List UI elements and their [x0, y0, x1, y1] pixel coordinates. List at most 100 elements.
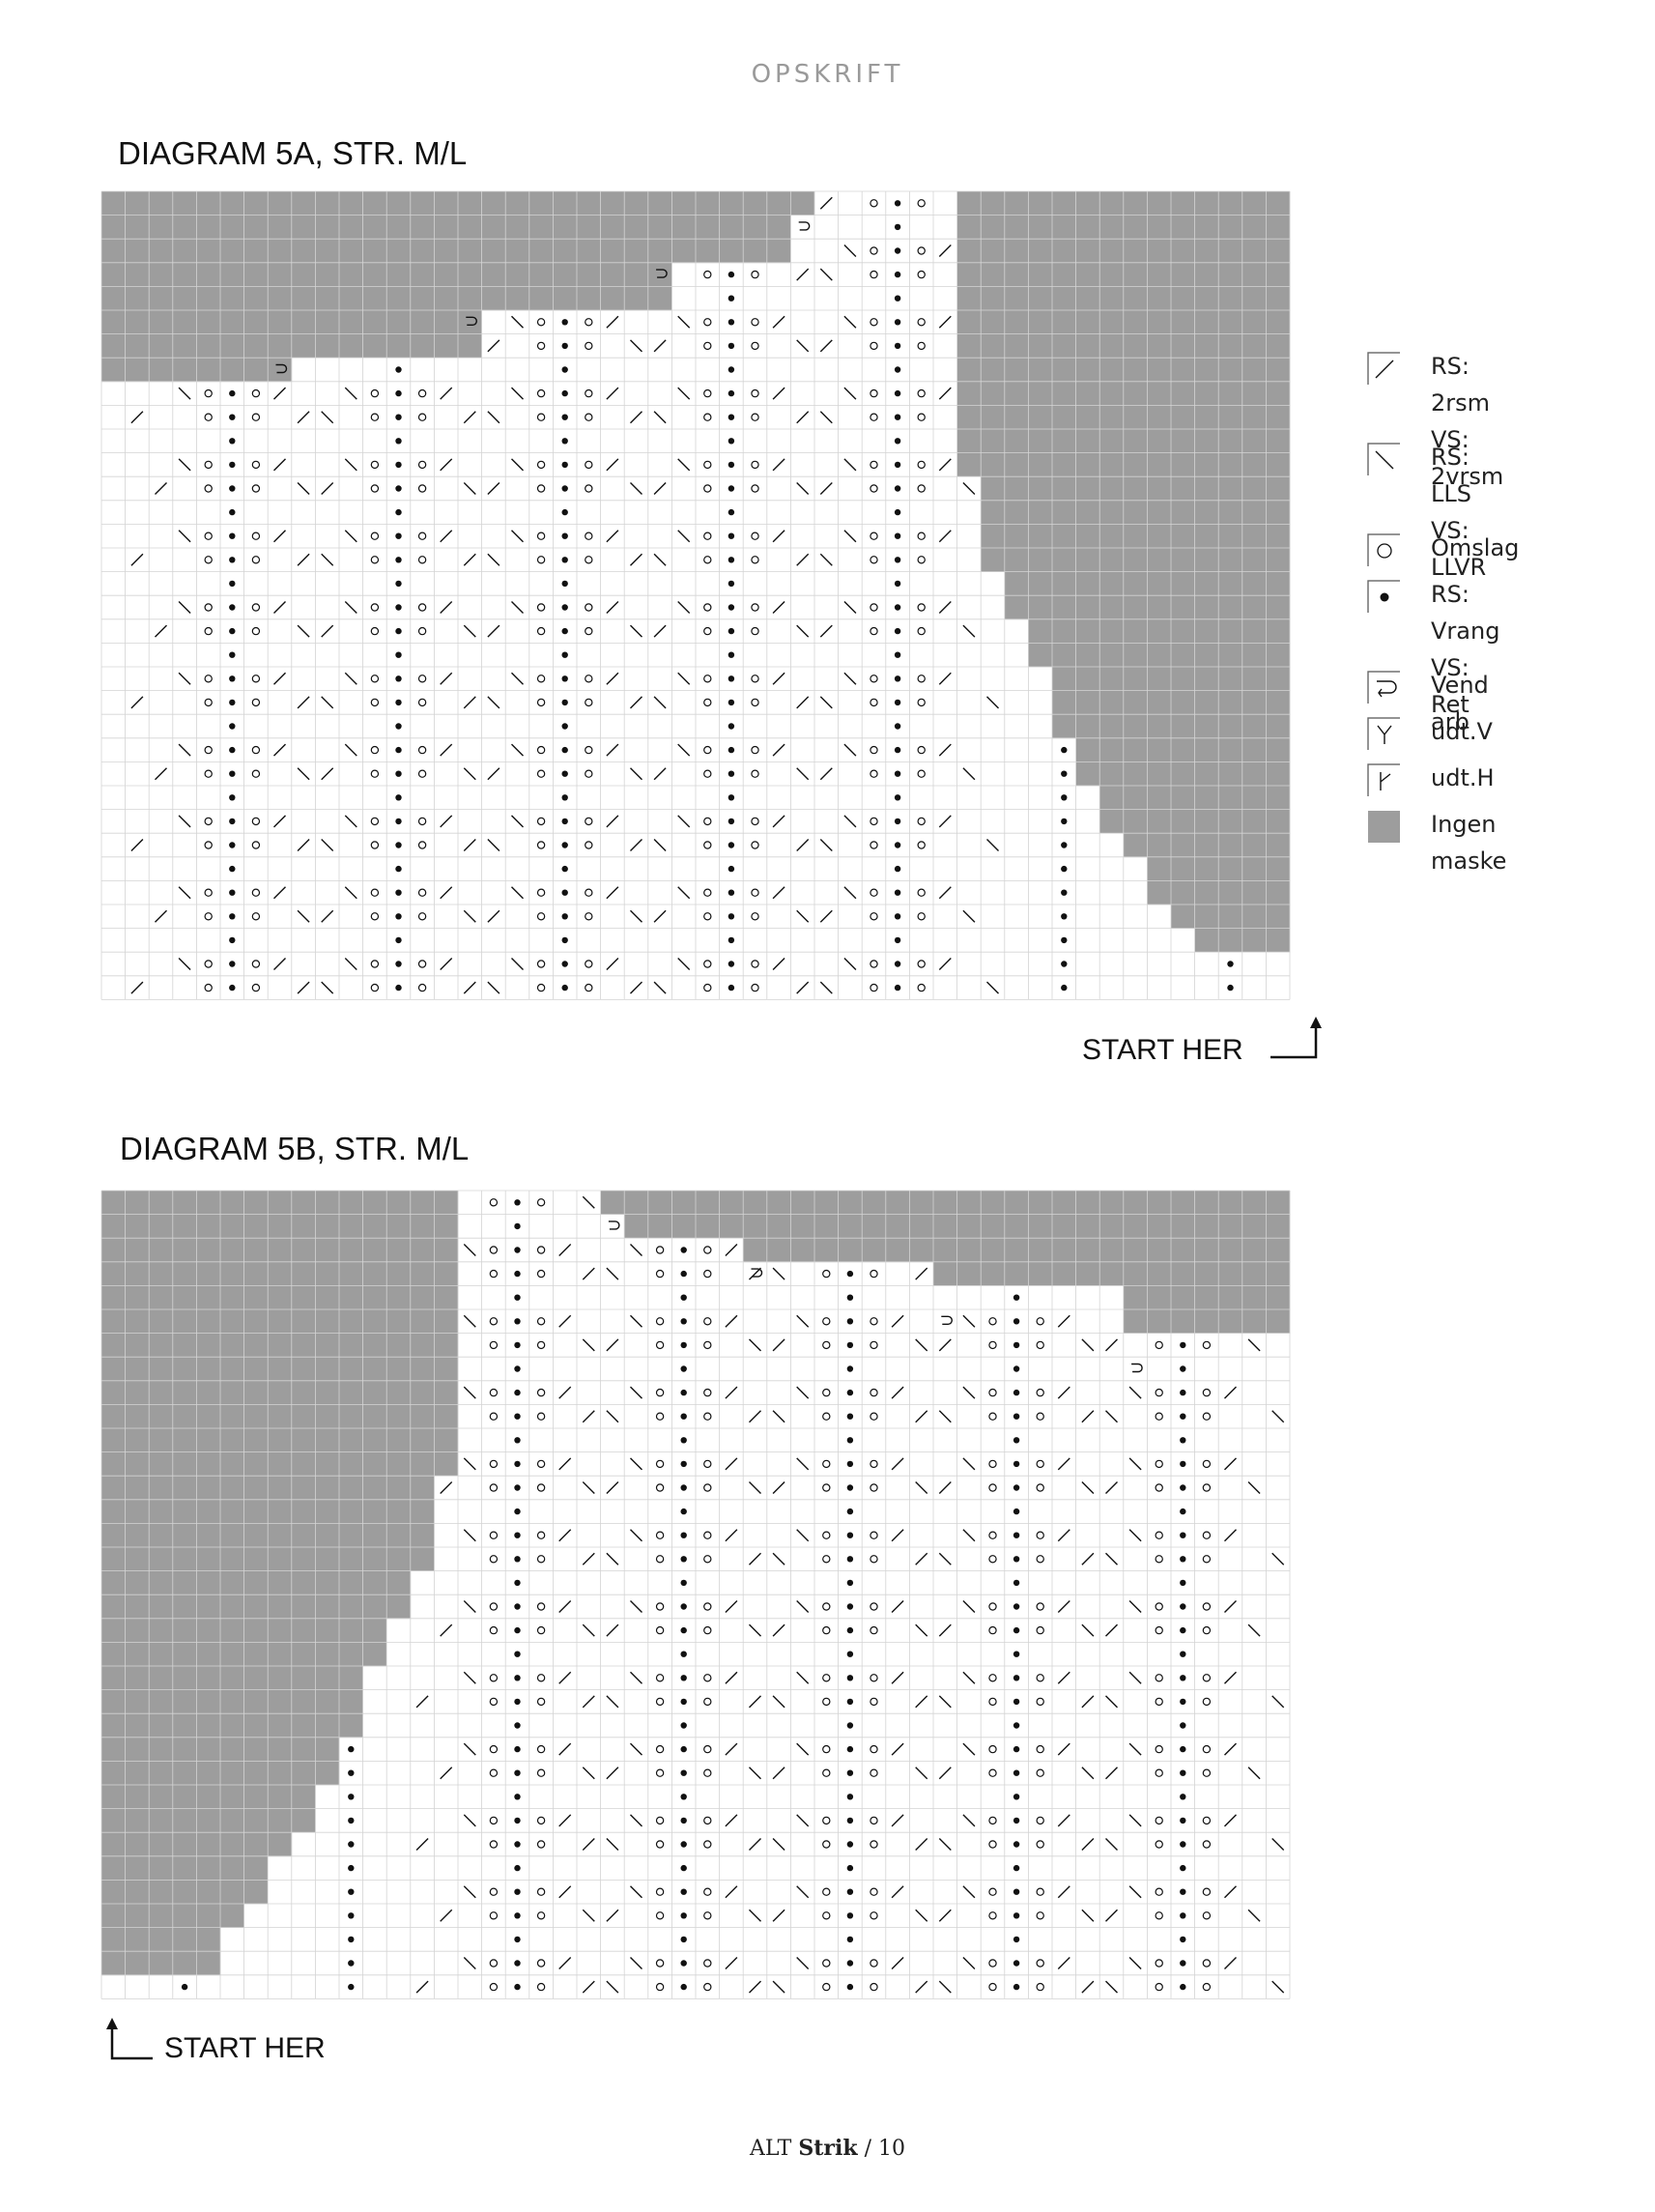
- no-stitch-cell: [1028, 429, 1053, 453]
- no-stitch-cell: [1052, 524, 1076, 549]
- no-stitch-cell: [1171, 215, 1195, 240]
- yarn-over-mark: [703, 1269, 712, 1278]
- no-stitch-cell: [1052, 548, 1076, 572]
- legend-swatch: [1367, 352, 1400, 385]
- no-stitch-cell: [291, 310, 316, 334]
- purl-dot-mark: [348, 1912, 355, 1919]
- no-stitch-cell: [268, 1476, 293, 1501]
- yarn-over-mark: [870, 1388, 878, 1397]
- ssk-mark: [749, 1338, 761, 1352]
- k2tog-mark: [1224, 1386, 1237, 1399]
- k2tog-mark: [772, 315, 785, 329]
- no-stitch-cell: [956, 429, 982, 453]
- purl-dot-mark: [514, 1888, 521, 1895]
- no-stitch-cell: [1241, 239, 1267, 264]
- ssk-mark: [653, 411, 667, 424]
- no-stitch-cell: [1194, 833, 1219, 858]
- no-stitch-cell: [386, 1309, 412, 1334]
- yarn-over-mark: [703, 1483, 712, 1492]
- yarn-over-mark: [703, 318, 712, 327]
- no-stitch-cell: [838, 1238, 863, 1263]
- yarn-over-mark: [870, 888, 878, 897]
- no-stitch-cell: [696, 215, 720, 240]
- no-stitch-cell: [1004, 1238, 1029, 1263]
- no-stitch-cell: [553, 239, 578, 264]
- purl-dot-mark: [514, 1651, 521, 1657]
- no-stitch-cell: [386, 1404, 412, 1429]
- no-stitch-cell: [315, 1618, 340, 1643]
- no-stitch-cell: [125, 1451, 150, 1477]
- no-stitch-cell: [101, 1761, 126, 1786]
- no-stitch-cell: [172, 1832, 197, 1857]
- purl-dot-mark: [680, 1912, 687, 1919]
- k2tog-mark: [582, 1552, 595, 1566]
- no-stitch-cell: [1171, 405, 1195, 430]
- purl-dot-mark: [561, 461, 568, 469]
- yarn-over-mark: [489, 1887, 499, 1896]
- no-stitch-cell: [386, 1285, 412, 1310]
- yarn-over-mark: [536, 1768, 546, 1777]
- no-stitch-cell: [1028, 595, 1053, 620]
- no-stitch-cell: [149, 1547, 174, 1571]
- no-stitch-cell: [386, 1380, 412, 1405]
- ssk-mark: [843, 315, 857, 329]
- yarn-over-mark: [1036, 1959, 1044, 1968]
- no-stitch-cell: [1028, 333, 1053, 359]
- no-stitch-cell: [1194, 286, 1219, 311]
- no-stitch-cell: [315, 1380, 340, 1405]
- ssk-mark: [677, 815, 691, 828]
- no-stitch-cell: [196, 1238, 221, 1263]
- yarn-over-mark: [251, 626, 261, 636]
- ssk-mark: [772, 1838, 785, 1851]
- yarn-over-mark: [489, 1602, 499, 1611]
- turn-mark: [608, 1221, 620, 1230]
- yarn-over-mark: [585, 484, 593, 493]
- no-stitch-cell: [1266, 690, 1291, 715]
- yarn-over-mark: [370, 484, 380, 493]
- k2tog-mark: [938, 458, 952, 472]
- no-stitch-cell: [149, 1855, 174, 1881]
- no-stitch-cell: [1004, 476, 1029, 502]
- yarn-over-mark: [988, 1388, 997, 1397]
- no-stitch-cell: [1123, 1214, 1148, 1239]
- no-stitch-cell: [1147, 595, 1172, 620]
- no-stitch-cell: [1171, 856, 1195, 881]
- no-stitch-cell: [1171, 761, 1195, 787]
- ssk-mark: [772, 1980, 785, 1994]
- no-stitch-cell: [1004, 595, 1029, 620]
- no-stitch-cell: [1147, 524, 1172, 549]
- yarn-over-mark: [703, 1744, 712, 1754]
- yarn-over-mark: [204, 960, 213, 968]
- ssk-mark: [1128, 1600, 1142, 1613]
- k2tog-mark: [819, 909, 833, 923]
- no-stitch-cell: [1266, 571, 1291, 596]
- no-stitch-cell: [125, 1333, 150, 1358]
- no-stitch-cell: [220, 1737, 244, 1762]
- no-stitch-cell: [125, 239, 150, 264]
- yarn-over-mark: [536, 1911, 546, 1920]
- yarn-over-mark: [703, 698, 712, 707]
- yarn-over-mark: [536, 318, 546, 327]
- no-stitch-cell: [1241, 333, 1267, 359]
- no-stitch-cell: [1266, 1238, 1291, 1263]
- yarn-over-mark: [917, 556, 926, 564]
- purl-dot-mark: [1013, 1532, 1020, 1538]
- yarn-over-mark: [703, 626, 712, 636]
- k2tog-mark: [415, 1980, 429, 1994]
- k2tog-mark: [772, 601, 785, 614]
- ssk-mark: [1128, 1457, 1142, 1471]
- purl-dot-mark: [680, 1294, 687, 1301]
- yarn-over-mark: [870, 413, 878, 421]
- yarn-over-mark: [988, 1982, 997, 1992]
- no-stitch-cell: [362, 1618, 387, 1643]
- no-stitch-cell: [196, 1451, 221, 1477]
- no-stitch-cell: [1194, 524, 1219, 549]
- increase-right-icon: [1367, 763, 1400, 796]
- purl-dot-mark: [395, 675, 402, 682]
- ssk-mark: [178, 530, 191, 543]
- no-stitch-cell: [1171, 786, 1195, 810]
- no-stitch-cell: [1028, 1214, 1053, 1239]
- no-stitch-cell: [1266, 1214, 1291, 1239]
- no-stitch-cell: [315, 1761, 340, 1786]
- ssk-mark: [463, 1244, 476, 1256]
